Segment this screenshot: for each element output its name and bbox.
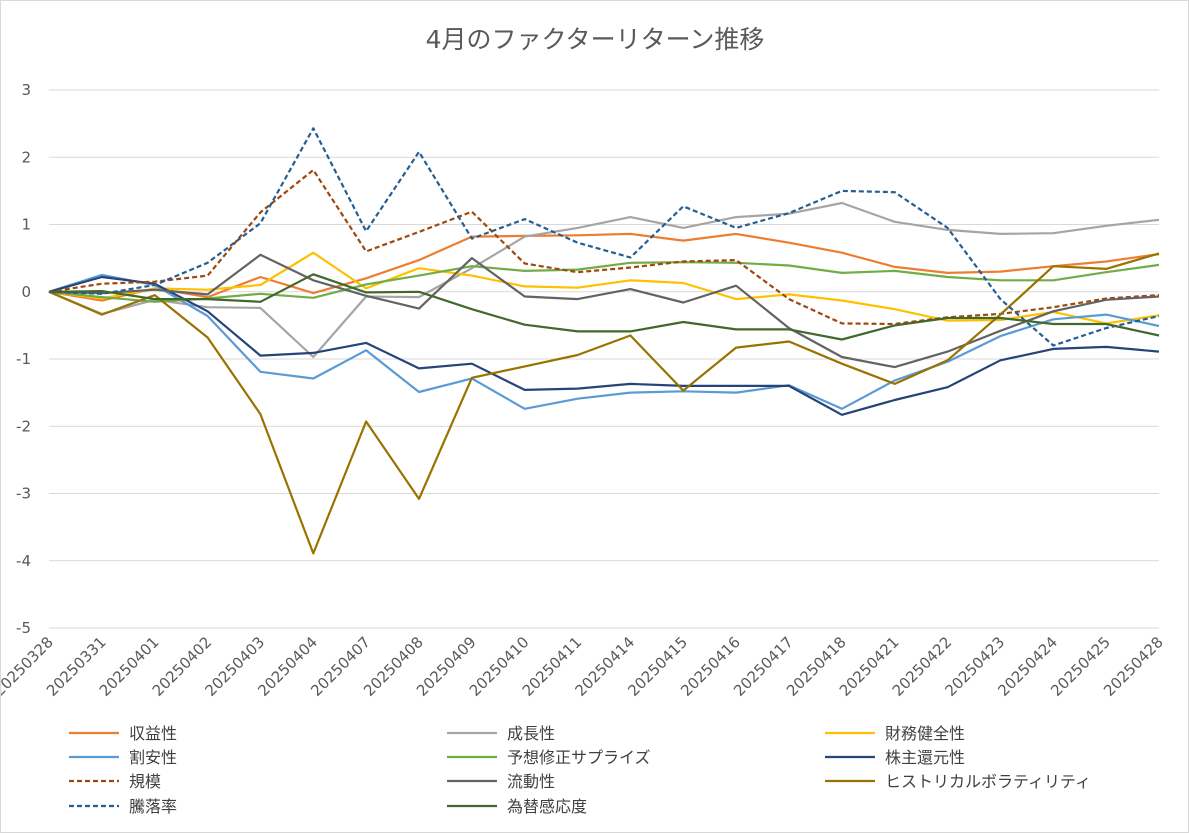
y-tick-label: -5 bbox=[16, 619, 31, 637]
series-line bbox=[48, 275, 1160, 416]
series-line bbox=[48, 253, 1160, 369]
legend-label: 割安性 bbox=[129, 748, 177, 767]
legend-label: 株主還元性 bbox=[885, 748, 965, 767]
legend-label: ヒストリカルボラティリティ bbox=[885, 772, 1091, 791]
legend-label: 予想修正サプライズ bbox=[507, 748, 651, 767]
y-tick-label: 1 bbox=[21, 216, 31, 234]
legend-label: 財務健全性 bbox=[885, 724, 965, 743]
y-axis-ticks: 3 2 1 0 -1 -2 -3 -4 -5 bbox=[16, 81, 31, 637]
series-line bbox=[48, 273, 1160, 341]
legend-label: 成長性 bbox=[507, 724, 555, 743]
y-tick-label: 2 bbox=[21, 148, 31, 166]
legend-label: 為替感応度 bbox=[507, 797, 587, 816]
series-line bbox=[48, 168, 1160, 326]
series-line bbox=[48, 251, 1160, 325]
series-line bbox=[48, 201, 1160, 359]
legend-label: 騰落率 bbox=[129, 797, 177, 816]
series-line bbox=[48, 273, 1160, 410]
series-line bbox=[48, 261, 1160, 303]
y-tick-label: 0 bbox=[21, 283, 31, 301]
series-line bbox=[48, 252, 1160, 555]
y-tick-label: -2 bbox=[16, 417, 31, 435]
chart-title: 4月のファクターリターン推移 bbox=[426, 25, 765, 54]
y-tick-label: -1 bbox=[16, 350, 31, 368]
y-tick-label: -4 bbox=[16, 552, 31, 570]
y-tick-label: -3 bbox=[16, 485, 31, 503]
x-axis-ticks: 2025032820250331202504012025040220250403… bbox=[1, 633, 1167, 700]
series-lines bbox=[48, 127, 1160, 555]
gridlines bbox=[49, 89, 1159, 629]
y-tick-label: 3 bbox=[21, 81, 31, 99]
series-line bbox=[48, 127, 1160, 347]
legend-label: 収益性 bbox=[129, 724, 177, 743]
legend-label: 規模 bbox=[129, 772, 161, 791]
legend-label: 流動性 bbox=[507, 772, 555, 791]
